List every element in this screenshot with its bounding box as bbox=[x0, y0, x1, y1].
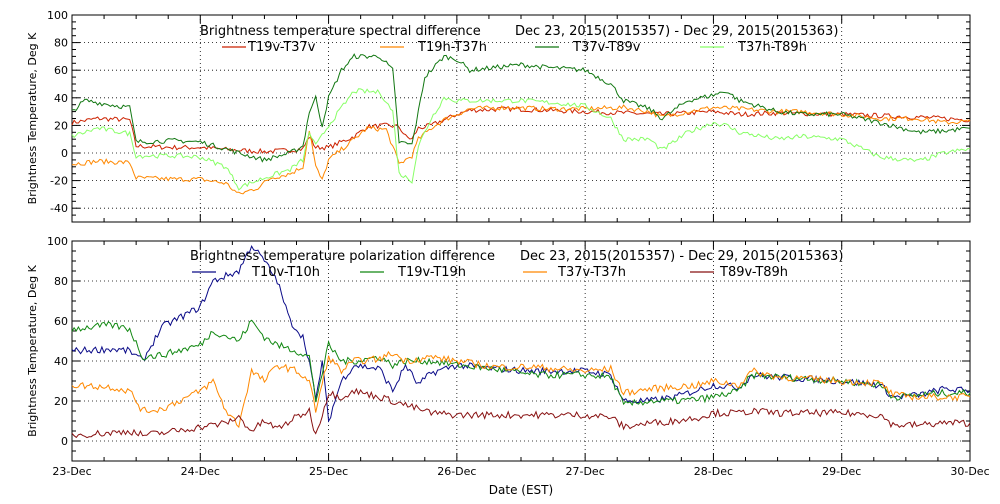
y-tick-label: -20 bbox=[50, 175, 68, 188]
y-tick-label: -40 bbox=[50, 202, 68, 215]
plot-frame bbox=[71, 14, 971, 223]
y-tick-label: 60 bbox=[54, 315, 68, 328]
y-axis-label: Brightness Temperature, Deg K bbox=[26, 32, 39, 204]
chart-panel-1 bbox=[71, 14, 971, 223]
y-tick-label: 100 bbox=[47, 9, 68, 22]
series-line-T19v-T19h bbox=[71, 319, 971, 407]
y-tick-label: 40 bbox=[54, 355, 68, 368]
y-tick-label: 80 bbox=[54, 37, 68, 50]
x-tick-label: 27-Dec bbox=[566, 465, 605, 478]
chart-title: Brightness temperature spectral differen… bbox=[200, 24, 481, 39]
y-tick-label: 80 bbox=[54, 275, 68, 288]
x-tick-label: 29-Dec bbox=[822, 465, 861, 478]
x-tick-label: 26-Dec bbox=[437, 465, 476, 478]
y-tick-label: 40 bbox=[54, 92, 68, 105]
legend-label: T37v-T89v bbox=[572, 40, 641, 55]
plot-frame bbox=[71, 240, 971, 462]
y-tick-label: 0 bbox=[61, 147, 68, 160]
x-tick-label: 23-Dec bbox=[52, 465, 91, 478]
y-tick-label: 0 bbox=[61, 435, 68, 448]
series-line-T89v-T89h bbox=[71, 387, 971, 439]
x-tick-label: 24-Dec bbox=[181, 465, 220, 478]
series-line-T37v-T37h bbox=[71, 350, 971, 429]
x-tick-label: 30-Dec bbox=[950, 465, 989, 478]
legend-label: T37h-T89h bbox=[737, 40, 807, 55]
y-axis-label: Brightness Temperature, Deg K bbox=[26, 264, 39, 436]
y-tick-label: 20 bbox=[54, 119, 68, 132]
legend-label: T37v-T37h bbox=[557, 265, 626, 280]
y-tick-label: 60 bbox=[54, 64, 68, 77]
legend-label: T19v-T37v bbox=[247, 40, 316, 55]
series-line-T37h-T89h bbox=[71, 88, 971, 191]
chart-title: Brightness temperature polarization diff… bbox=[190, 249, 495, 264]
legend-label: T89v-T89h bbox=[719, 265, 788, 280]
legend-label: T19v-T19h bbox=[397, 265, 466, 280]
x-tick-label: 28-Dec bbox=[694, 465, 733, 478]
legend-label: T19h-T37h bbox=[417, 40, 487, 55]
chart-date-range: Dec 23, 2015(2015357) - Dec 29, 2015(201… bbox=[515, 24, 838, 39]
series-line-T37v-T89v bbox=[71, 53, 971, 163]
x-tick-label: 25-Dec bbox=[309, 465, 348, 478]
chart-panel-2 bbox=[71, 240, 971, 462]
y-tick-label: 100 bbox=[47, 235, 68, 248]
chart-date-range: Dec 23, 2015(2015357) - Dec 29, 2015(201… bbox=[520, 249, 843, 264]
series-line-T19h-T37h bbox=[71, 104, 971, 195]
legend-label: T10v-T10h bbox=[251, 265, 320, 280]
x-axis-label: Date (EST) bbox=[489, 483, 553, 497]
y-tick-label: 20 bbox=[54, 395, 68, 408]
